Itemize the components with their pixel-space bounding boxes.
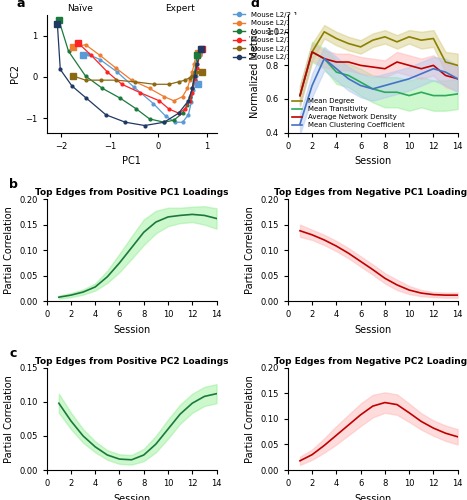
Average Network Density [431, 62, 436, 68]
Y-axis label: PC2: PC2 [10, 64, 20, 84]
Mean Clustering Coefficient [333, 66, 339, 71]
Mean Transitivity [455, 91, 460, 97]
Mean Degree [358, 44, 363, 50]
Mean Transitivity [382, 89, 388, 95]
Mean Clustering Coefficient [431, 66, 436, 71]
Average Network Density [394, 59, 400, 65]
Text: c: c [9, 346, 17, 360]
Mean Transitivity [431, 92, 436, 98]
Y-axis label: Partial Correlation: Partial Correlation [245, 375, 255, 463]
Line: Mean Degree: Mean Degree [300, 32, 458, 96]
Mean Clustering Coefficient [455, 76, 460, 82]
Mean Transitivity [418, 89, 424, 95]
X-axis label: Session: Session [113, 325, 150, 335]
Mean Clustering Coefficient [346, 76, 351, 82]
Legend: Mouse L2/3-1, Mouse L2/3-2, Mouse L2/3-3, Mouse L2/3-4, Mouse L2/3-5, Mouse L2/3: Mouse L2/3-1, Mouse L2/3-2, Mouse L2/3-3… [230, 9, 301, 63]
Mean Degree [309, 49, 315, 55]
Mean Degree [394, 39, 400, 45]
Mean Transitivity [309, 49, 315, 55]
Mean Clustering Coefficient [297, 121, 303, 127]
Mean Clustering Coefficient [321, 56, 327, 62]
Title: Top Edges from Negative PC1 Loadings: Top Edges from Negative PC1 Loadings [274, 188, 467, 197]
Y-axis label: Normalized Metric: Normalized Metric [250, 30, 260, 118]
Mean Clustering Coefficient [418, 71, 424, 77]
Mean Transitivity [333, 69, 339, 75]
Average Network Density [370, 64, 375, 70]
Mean Degree [406, 34, 412, 40]
Average Network Density [297, 92, 303, 98]
Mean Degree [321, 29, 327, 35]
X-axis label: Session: Session [354, 156, 391, 166]
Line: Mean Transitivity: Mean Transitivity [300, 52, 458, 96]
Title: Top Edges from Negative PC2 Loadings: Top Edges from Negative PC2 Loadings [274, 356, 467, 366]
Line: Mean Clustering Coefficient: Mean Clustering Coefficient [300, 58, 458, 124]
Text: b: b [9, 178, 18, 191]
X-axis label: Session: Session [354, 494, 391, 500]
Text: a: a [16, 0, 25, 10]
Mean Degree [382, 34, 388, 40]
Mean Transitivity [406, 92, 412, 98]
Mean Degree [443, 59, 448, 65]
Mean Clustering Coefficient [394, 79, 400, 85]
Mean Degree [370, 37, 375, 43]
Mean Degree [297, 92, 303, 98]
X-axis label: Session: Session [113, 494, 150, 500]
Mean Clustering Coefficient [358, 82, 363, 88]
Mean Degree [346, 40, 351, 46]
Mean Clustering Coefficient [406, 76, 412, 82]
Text: Expert: Expert [166, 4, 195, 13]
Average Network Density [333, 59, 339, 65]
Mean Transitivity [370, 86, 375, 92]
Text: d: d [250, 0, 259, 10]
Mean Degree [455, 62, 460, 68]
Title: Top Edges from Positive PC2 Loadings: Top Edges from Positive PC2 Loadings [35, 356, 228, 366]
Average Network Density [321, 56, 327, 62]
Mean Clustering Coefficient [382, 82, 388, 88]
Mean Degree [418, 37, 424, 43]
Y-axis label: Partial Correlation: Partial Correlation [245, 206, 255, 294]
Average Network Density [443, 72, 448, 78]
Mean Transitivity [394, 89, 400, 95]
Average Network Density [358, 62, 363, 68]
Average Network Density [309, 49, 315, 55]
Mean Degree [431, 36, 436, 42]
Title: Top Edges from Positive PC1 Loadings: Top Edges from Positive PC1 Loadings [35, 188, 228, 197]
Mean Transitivity [346, 72, 351, 78]
Mean Transitivity [321, 56, 327, 62]
Text: Naïve: Naïve [67, 4, 93, 13]
Mean Degree [333, 36, 339, 42]
Mean Transitivity [297, 92, 303, 98]
Legend: Mean Degree, Mean Transitivity, Average Network Density, Mean Clustering Coeffic: Mean Degree, Mean Transitivity, Average … [289, 96, 408, 131]
Average Network Density [455, 76, 460, 82]
Line: Average Network Density: Average Network Density [300, 52, 458, 96]
Mean Transitivity [358, 79, 363, 85]
Y-axis label: Partial Correlation: Partial Correlation [4, 206, 14, 294]
Mean Transitivity [443, 92, 448, 98]
Y-axis label: Partial Correlation: Partial Correlation [4, 375, 14, 463]
Mean Clustering Coefficient [370, 86, 375, 92]
X-axis label: PC1: PC1 [122, 156, 141, 166]
Average Network Density [382, 66, 388, 71]
X-axis label: Session: Session [354, 325, 391, 335]
Average Network Density [406, 62, 412, 68]
Average Network Density [346, 59, 351, 65]
Mean Clustering Coefficient [443, 69, 448, 75]
Average Network Density [418, 66, 424, 71]
Mean Clustering Coefficient [309, 82, 315, 88]
